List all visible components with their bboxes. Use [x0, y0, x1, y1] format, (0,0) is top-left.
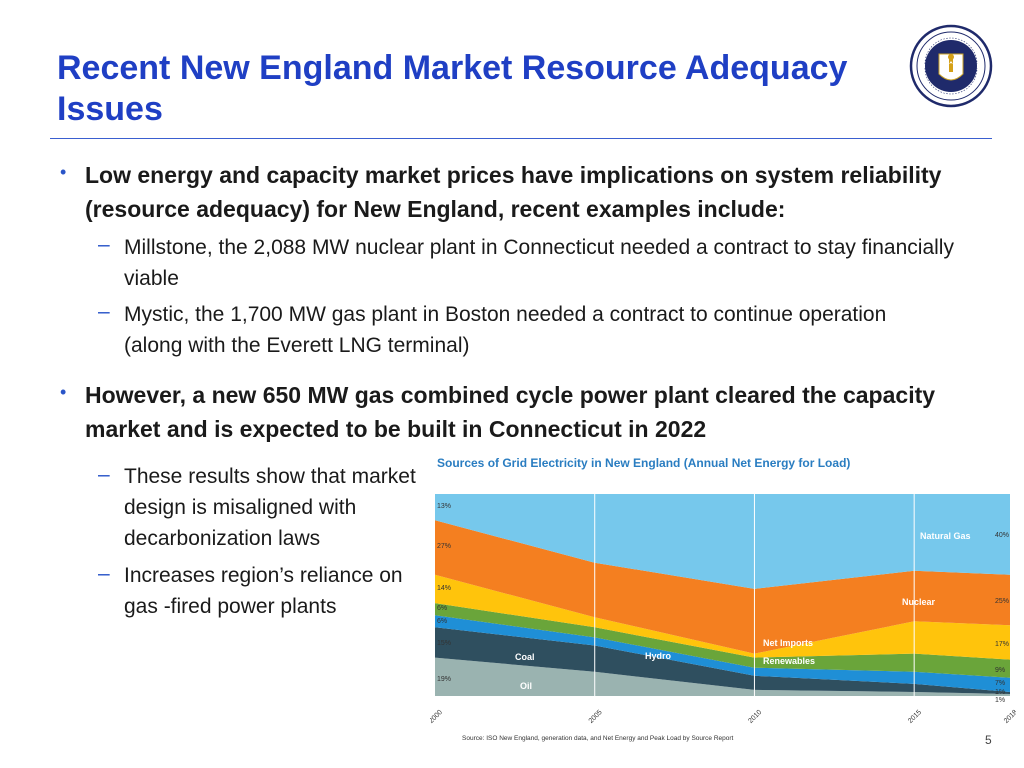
right-label: 1%: [995, 689, 1005, 696]
sub-bullet-1a: Millstone, the 2,088 MW nuclear plant in…: [124, 236, 954, 290]
area-hydro: [435, 615, 1010, 692]
dash-marker-2b: –: [98, 562, 110, 585]
series-label: Net Imports: [763, 638, 813, 648]
series-label: Oil: [520, 681, 532, 691]
x-tick-label: 2010: [747, 709, 763, 725]
area-renewables: [435, 603, 1010, 678]
page-number: 5: [985, 733, 992, 747]
sub-bullet-2b: Increases region’s reliance on gas -fire…: [124, 564, 403, 618]
series-label: Natural Gas: [920, 531, 971, 541]
page-title: Recent New England Market Resource Adequ…: [57, 49, 848, 128]
area-nuclear: [435, 520, 1010, 654]
area-chart-svg: Sources of Grid Electricity in New Engla…: [428, 456, 1019, 742]
area-coal: [435, 627, 1010, 694]
dash-marker-1b: –: [98, 300, 110, 323]
left-label: 13%: [437, 503, 451, 510]
area-net-imports: [435, 574, 1010, 660]
right-label: 17%: [995, 641, 1009, 648]
dash-marker-2a: –: [98, 463, 110, 486]
bullet-2-text: However, a new 650 MW gas combined cycle…: [85, 382, 936, 442]
sub-bullet-1b: Mystic, the 1,700 MW gas plant in Boston…: [124, 303, 887, 357]
series-label: Coal: [515, 652, 535, 662]
right-label: 25%: [995, 598, 1009, 605]
right-label: 40%: [995, 532, 1009, 539]
left-label: 19%: [437, 676, 451, 683]
right-label: 1%: [995, 697, 1005, 704]
series-label: Renewables: [763, 656, 815, 666]
left-label: 6%: [437, 618, 447, 625]
series-label: Hydro: [645, 651, 672, 661]
left-label: 15%: [437, 640, 451, 647]
area-natural-gas: [435, 494, 1010, 589]
bullet-1-text: Low energy and capacity market prices ha…: [85, 162, 942, 222]
massachusetts-seal-logo: [909, 24, 993, 108]
left-label: 14%: [437, 585, 451, 592]
chart-source: Source: ISO New England, generation data…: [462, 735, 734, 742]
right-label: 7%: [995, 680, 1005, 687]
left-label: 27%: [437, 543, 451, 550]
bullet-marker-1: •: [60, 162, 67, 182]
bullet-marker-2: •: [60, 382, 67, 402]
x-tick-label: 2015: [907, 709, 923, 725]
grid-electricity-chart: Sources of Grid Electricity in New Engla…: [428, 450, 1019, 746]
dash-marker-1a: –: [98, 233, 110, 256]
x-tick-label: 2018: [1003, 709, 1016, 725]
title-divider: [50, 138, 992, 139]
chart-title: Sources of Grid Electricity in New Engla…: [437, 456, 850, 470]
right-label: 9%: [995, 667, 1005, 674]
area-oil: [435, 657, 1010, 696]
series-label: Nuclear: [902, 597, 936, 607]
x-tick-label: 2000: [430, 709, 444, 725]
sub-bullet-2a: These results show that market design is…: [124, 465, 416, 550]
x-tick-label: 2005: [588, 709, 604, 725]
left-label: 6%: [437, 605, 447, 612]
